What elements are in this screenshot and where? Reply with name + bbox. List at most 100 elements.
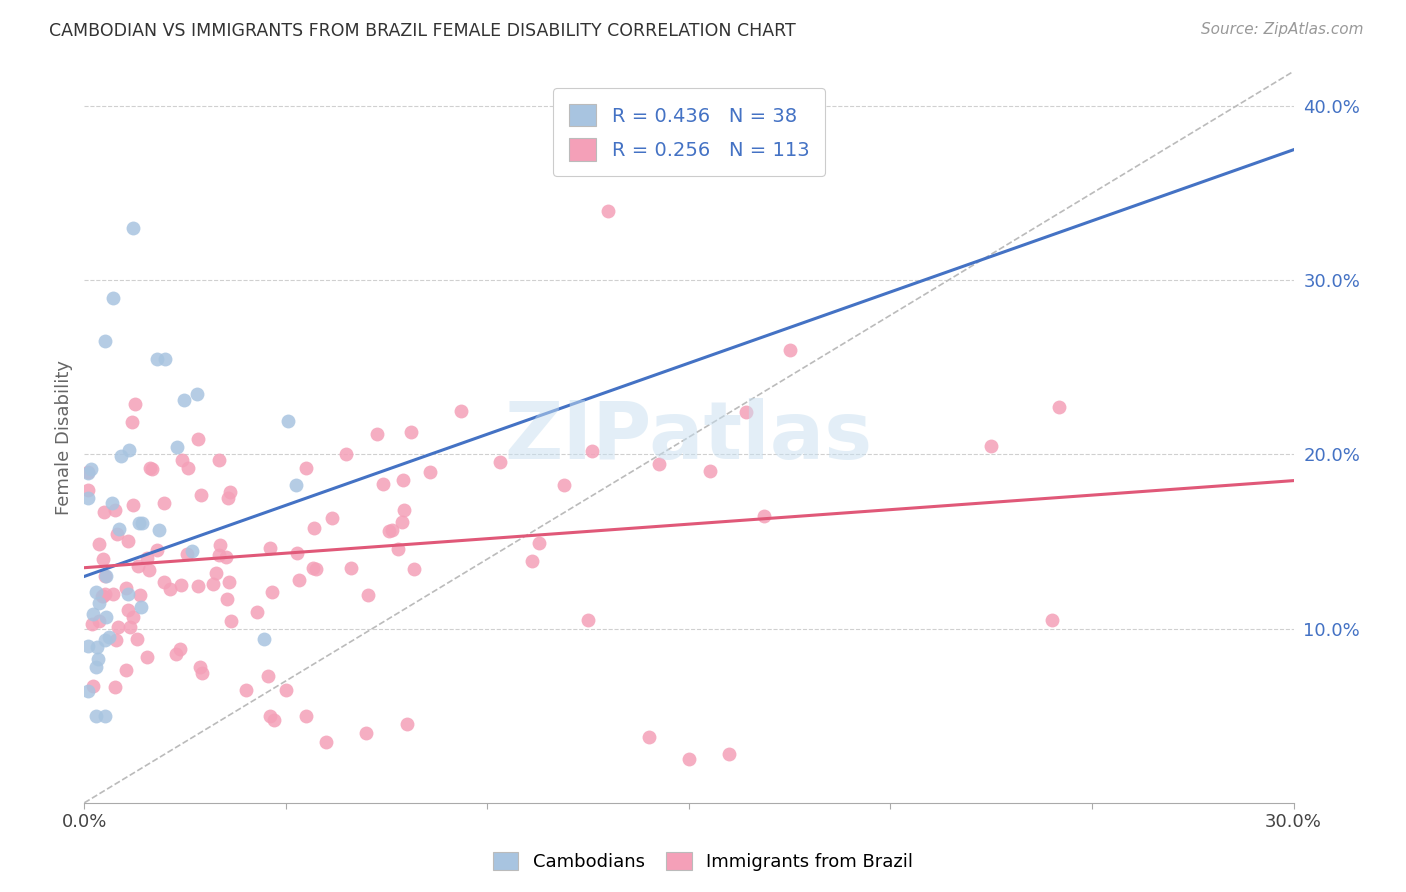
Point: [87, 652, 110, 666]
Point: [488, 455, 510, 469]
Point: [129, 599, 152, 614]
Point: [581, 443, 603, 458]
Point: [93, 505, 115, 519]
Point: [115, 581, 138, 595]
Point: [121, 221, 143, 235]
Point: [392, 503, 415, 517]
Point: [259, 709, 281, 723]
Point: [141, 462, 163, 476]
Point: [82, 607, 104, 621]
Point: [259, 541, 281, 556]
Point: [402, 562, 425, 576]
Point: [215, 550, 238, 565]
Point: [77, 639, 100, 653]
Point: [366, 426, 388, 441]
Point: [91, 589, 114, 603]
Point: [295, 461, 318, 475]
Point: [340, 561, 363, 575]
Point: [287, 546, 309, 560]
Point: [84, 585, 107, 599]
Point: [648, 457, 671, 471]
Point: [779, 343, 801, 357]
Point: [1047, 400, 1070, 414]
Point: [105, 527, 128, 541]
Point: [735, 405, 758, 419]
Point: [101, 291, 124, 305]
Point: [146, 351, 169, 366]
Point: [718, 747, 741, 761]
Point: [380, 523, 402, 537]
Point: [146, 542, 169, 557]
Point: [139, 461, 162, 475]
Point: [257, 668, 280, 682]
Point: [187, 432, 209, 446]
Point: [77, 683, 100, 698]
Point: [450, 404, 472, 418]
Point: [378, 524, 401, 539]
Point: [79, 462, 101, 476]
Point: [129, 588, 152, 602]
Point: [148, 523, 170, 537]
Point: [107, 522, 129, 536]
Point: [86, 640, 108, 655]
Point: [131, 516, 153, 530]
Point: [295, 708, 318, 723]
Point: [101, 586, 124, 600]
Point: [107, 620, 129, 634]
Point: [110, 449, 132, 463]
Point: [153, 575, 176, 590]
Point: [371, 476, 394, 491]
Point: [219, 484, 242, 499]
Point: [77, 465, 100, 479]
Legend: Cambodians, Immigrants from Brazil: Cambodians, Immigrants from Brazil: [485, 845, 921, 879]
Point: [89, 537, 111, 551]
Point: [274, 682, 297, 697]
Point: [391, 515, 413, 529]
Point: [114, 663, 136, 677]
Point: [1040, 613, 1063, 627]
Point: [980, 439, 1002, 453]
Point: [124, 397, 146, 411]
Legend: R = 0.436   N = 38, R = 0.256   N = 113: R = 0.436 N = 38, R = 0.256 N = 113: [553, 88, 825, 176]
Point: [301, 560, 323, 574]
Point: [176, 461, 198, 475]
Point: [82, 616, 104, 631]
Point: [82, 679, 104, 693]
Point: [96, 610, 118, 624]
Point: [253, 632, 276, 647]
Point: [77, 491, 100, 505]
Point: [285, 478, 308, 492]
Point: [205, 566, 228, 580]
Point: [127, 558, 149, 573]
Point: [77, 466, 100, 480]
Point: [176, 547, 198, 561]
Point: [356, 726, 378, 740]
Point: [191, 666, 214, 681]
Point: [93, 569, 115, 583]
Point: [208, 453, 231, 467]
Point: [128, 516, 150, 530]
Point: [678, 752, 700, 766]
Point: [94, 708, 117, 723]
Point: [335, 448, 357, 462]
Point: [263, 713, 285, 727]
Point: [598, 203, 620, 218]
Point: [101, 496, 124, 510]
Point: [138, 563, 160, 577]
Text: ZIPatlas: ZIPatlas: [505, 398, 873, 476]
Point: [277, 414, 299, 428]
Point: [153, 351, 176, 366]
Point: [395, 717, 418, 731]
Point: [104, 502, 127, 516]
Point: [304, 562, 326, 576]
Point: [91, 590, 114, 604]
Point: [208, 539, 231, 553]
Point: [117, 586, 139, 600]
Point: [304, 521, 326, 535]
Point: [118, 443, 141, 458]
Point: [262, 585, 284, 599]
Point: [187, 579, 209, 593]
Text: Source: ZipAtlas.com: Source: ZipAtlas.com: [1201, 22, 1364, 37]
Point: [235, 682, 257, 697]
Point: [97, 631, 120, 645]
